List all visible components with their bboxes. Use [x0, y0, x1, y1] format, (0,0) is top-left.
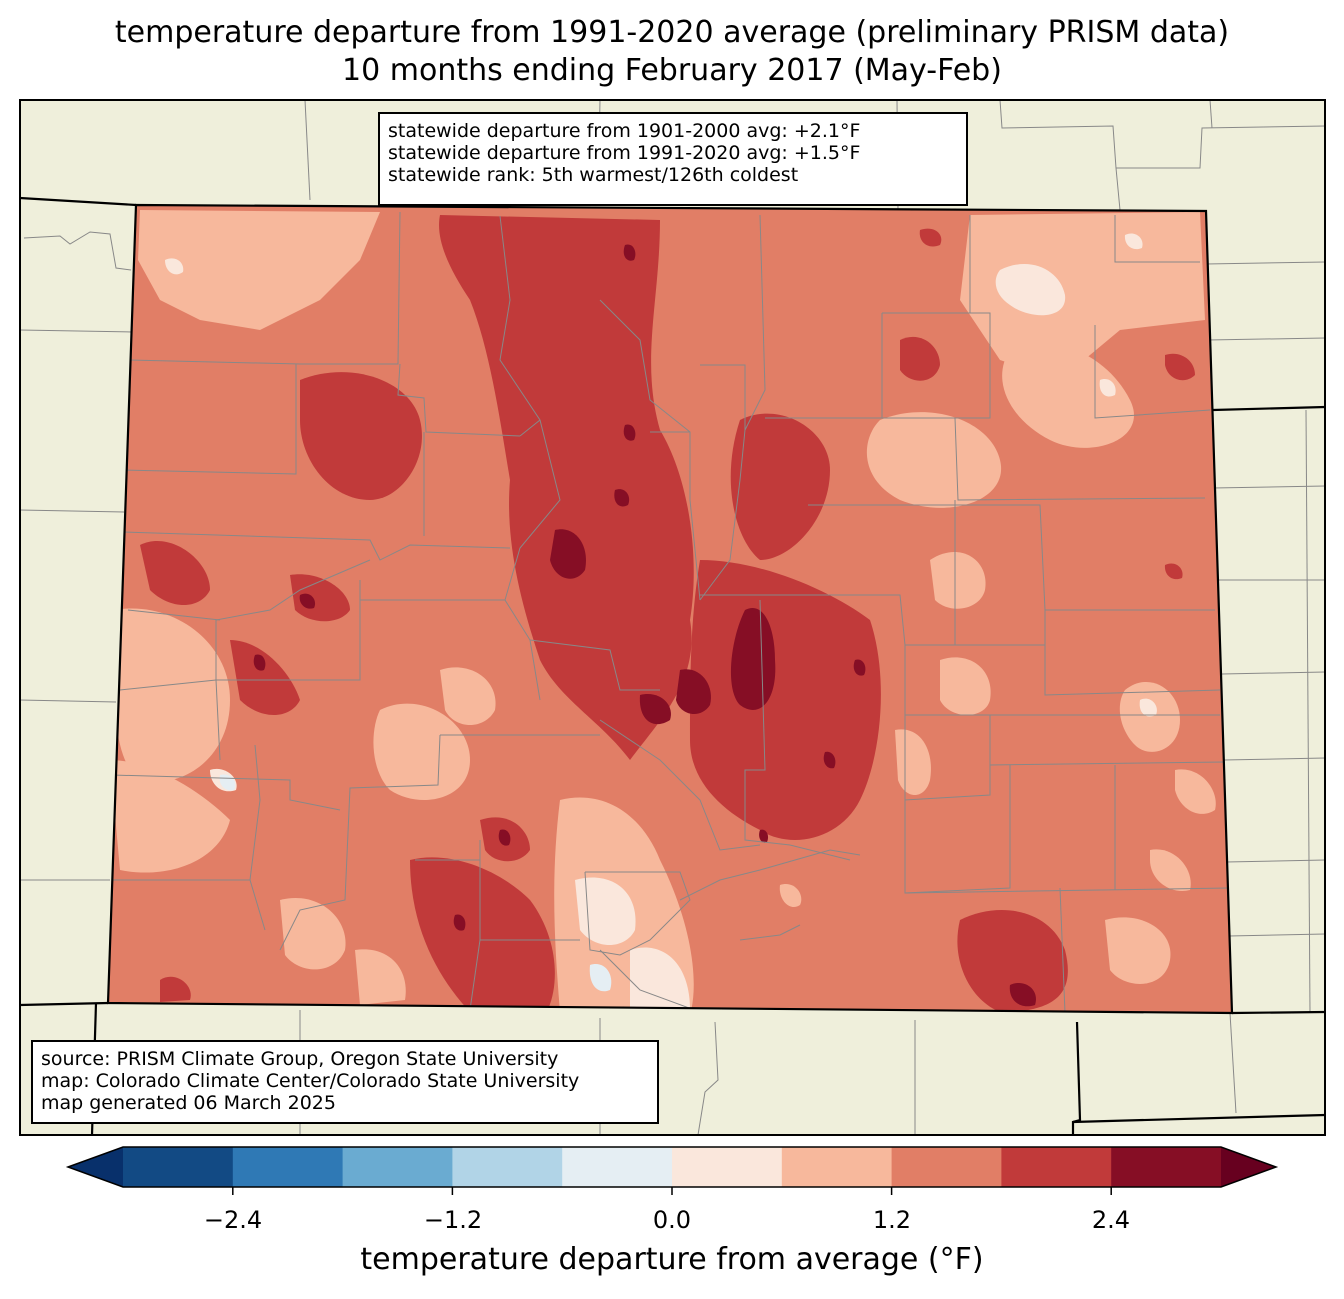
- stat-departure-1991-2020: statewide departure from 1991-2020 avg: …: [388, 142, 861, 164]
- field-band-2.4-to-3.0: [253, 244, 1036, 1007]
- colorbar-tick-label: 2.4: [1091, 1206, 1131, 1234]
- colorbar-bin: [123, 1147, 234, 1187]
- colorbar-bin: [1001, 1147, 1112, 1187]
- colorbar-bin: [232, 1147, 344, 1187]
- map-credit-line: map: Colorado Climate Center/Colorado St…: [41, 1070, 580, 1092]
- generated-date-line: map generated 06 March 2025: [41, 1092, 336, 1114]
- colorado-county-lines: [108, 211, 1231, 1013]
- colorbar-label: temperature departure from average (°F): [360, 1242, 984, 1277]
- colorbar-extend-high: [1221, 1147, 1276, 1187]
- stat-departure-1901-2000: statewide departure from 1901-2000 avg: …: [388, 120, 861, 142]
- colorbar-bin: [452, 1147, 563, 1187]
- map-frame: [19, 99, 1326, 1136]
- colorbar-tick-label: −1.2: [423, 1206, 483, 1234]
- colorbar-bin: [672, 1147, 783, 1187]
- colorbar-bin: [562, 1147, 673, 1187]
- colorbar: [65, 1146, 1279, 1195]
- colorbar-tick-label: 1.2: [872, 1206, 912, 1234]
- source-credits-box: source: PRISM Climate Group, Oregon Stat…: [31, 1040, 659, 1124]
- colorbar-bin: [891, 1147, 1002, 1187]
- departure-field: [108, 205, 1232, 1013]
- statewide-stats-box: statewide departure from 1901-2000 avg: …: [378, 112, 968, 206]
- colorbar-bin: [781, 1147, 893, 1187]
- colorbar-bin: [1111, 1147, 1222, 1187]
- source-line: source: PRISM Climate Group, Oregon Stat…: [41, 1048, 559, 1070]
- map-title-line-2: 10 months ending February 2017 (May-Feb): [342, 53, 1002, 88]
- stat-rank: statewide rank: 5th warmest/126th coldes…: [388, 164, 799, 186]
- colorbar-bin: [342, 1147, 453, 1187]
- colorbar-tick-label: −2.4: [203, 1206, 263, 1234]
- colorbar-extend-low: [68, 1147, 123, 1187]
- colorbar-tick-label: 0.0: [652, 1206, 692, 1234]
- map-title-line-1: temperature departure from 1991-2020 ave…: [114, 15, 1230, 50]
